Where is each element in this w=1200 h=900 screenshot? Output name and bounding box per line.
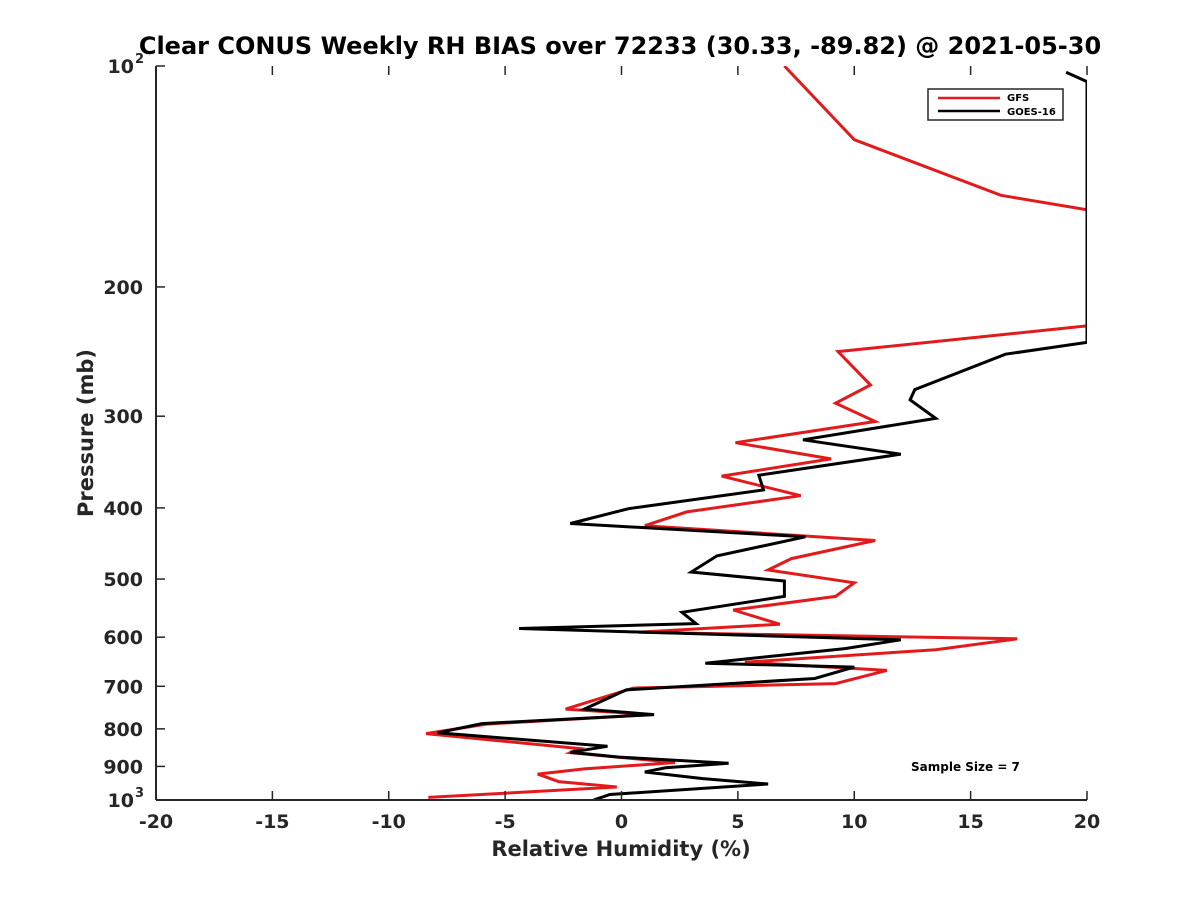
x-tick-label: 15 xyxy=(957,811,983,833)
y-tick-label: 500 xyxy=(103,569,143,591)
series-line-goes16 xyxy=(437,70,1087,800)
x-tick-label: -15 xyxy=(255,811,289,833)
legend-label-gfs: GFS xyxy=(1007,93,1029,104)
legend-label-goes16: GOES-16 xyxy=(1007,107,1056,118)
y-tick-label: 400 xyxy=(103,498,143,520)
y-tick-label: 10 xyxy=(108,790,134,812)
legend: GFS GOES-16 xyxy=(927,88,1064,121)
y-tick-label: 800 xyxy=(103,719,143,741)
y-tick-label: 900 xyxy=(103,756,143,778)
series-layer xyxy=(425,66,1087,800)
x-tick-label: 10 xyxy=(841,811,867,833)
y-tick-label: 200 xyxy=(103,277,143,299)
x-ticks: -20 -15 -10 -5 0 5 10 15 20 xyxy=(139,66,1100,833)
y-tick-label: 700 xyxy=(103,676,143,698)
chart-title: Clear CONUS Weekly RH BIAS over 72233 (3… xyxy=(139,32,1101,60)
y-tick-label: 300 xyxy=(103,406,143,428)
x-tick-label: -5 xyxy=(495,811,516,833)
x-tick-label: 20 xyxy=(1074,811,1100,833)
y-axis-label: Pressure (mb) xyxy=(74,349,98,517)
x-axis-label: Relative Humidity (%) xyxy=(491,837,750,861)
sample-size-annotation: Sample Size = 7 xyxy=(911,760,1020,774)
x-tick-label: 0 xyxy=(615,811,628,833)
y-tick-label-exponent: 3 xyxy=(135,786,144,801)
x-tick-label: -20 xyxy=(139,811,173,833)
y-tick-label-exponent: 2 xyxy=(135,52,144,67)
x-tick-label: 5 xyxy=(731,811,744,833)
legend-box xyxy=(927,88,1064,121)
x-tick-label: -10 xyxy=(372,811,406,833)
y-tick-label: 10 xyxy=(108,56,134,78)
y-tick-label: 600 xyxy=(103,627,143,649)
